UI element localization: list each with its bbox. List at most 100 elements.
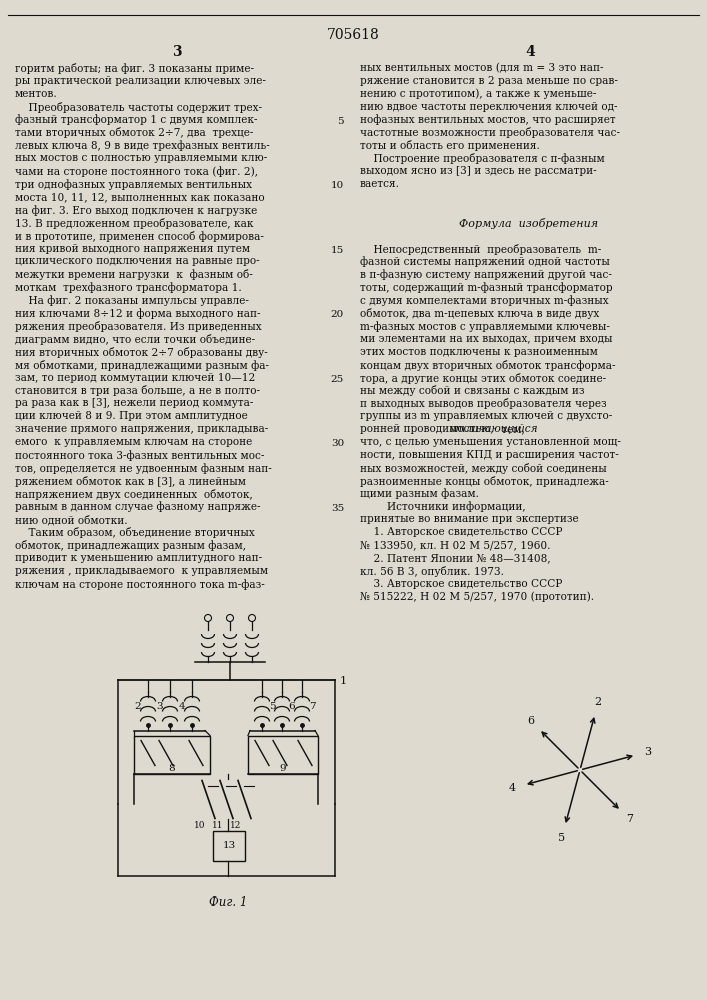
Text: Преобразователь частоты содержит трех-: Преобразователь частоты содержит трех- [15, 102, 262, 113]
Text: нию вдвое частоты переключения ключей од-: нию вдвое частоты переключения ключей од… [360, 102, 617, 112]
Text: 6: 6 [527, 716, 534, 726]
Text: 11: 11 [212, 820, 223, 830]
Text: становится в три раза больше, а не в полто-: становится в три раза больше, а не в пол… [15, 385, 260, 396]
Text: диаграмм видно, что если точки объедине-: диаграмм видно, что если точки объедине- [15, 334, 255, 345]
Bar [134, 736, 210, 774]
Text: Формула  изобретения: Формула изобретения [459, 218, 598, 229]
Text: п выходных выводов преобразователя через: п выходных выводов преобразователя через [360, 398, 607, 409]
Text: 30: 30 [331, 439, 344, 448]
Text: 4: 4 [525, 45, 535, 59]
Text: отличающийся: отличающийся [449, 424, 538, 434]
Text: разноименные концы обмоток, принадлежа-: разноименные концы обмоток, принадлежа- [360, 476, 609, 487]
Text: ности, повышения КПД и расширения частот-: ности, повышения КПД и расширения частот… [360, 450, 619, 460]
Text: 3. Авторское свидетельство СССР: 3. Авторское свидетельство СССР [360, 579, 562, 589]
Text: обмоток, два m-цепевых ключа в виде двух: обмоток, два m-цепевых ключа в виде двух [360, 308, 600, 319]
Text: мя обмотками, принадлежащими разным фа-: мя обмотками, принадлежащими разным фа- [15, 360, 269, 371]
Text: ряжением обмоток как в [3], а линейным: ряжением обмоток как в [3], а линейным [15, 476, 246, 487]
Text: ных мостов с полностью управляемыми клю-: ных мостов с полностью управляемыми клю- [15, 153, 267, 163]
Text: кл. 56 В 3, опублик. 1973.: кл. 56 В 3, опублик. 1973. [360, 566, 504, 577]
Text: тем,: тем, [498, 424, 525, 434]
Text: 1. Авторское свидетельство СССР: 1. Авторское свидетельство СССР [360, 527, 563, 537]
Text: Непосредственный  преобразователь  m-: Непосредственный преобразователь m- [360, 244, 601, 255]
Text: Фиг. 1: Фиг. 1 [209, 896, 247, 908]
Text: 1: 1 [340, 676, 347, 686]
Text: 5: 5 [269, 702, 275, 711]
Text: 13: 13 [223, 841, 235, 850]
Text: 2: 2 [135, 702, 141, 711]
Text: ны между собой и связаны с каждым из: ны между собой и связаны с каждым из [360, 385, 585, 396]
Text: ряжения , прикладываемого  к управляемым: ряжения , прикладываемого к управляемым [15, 566, 268, 576]
Text: емого  к управляемым ключам на стороне: емого к управляемым ключам на стороне [15, 437, 252, 447]
Text: вается.: вается. [360, 179, 400, 189]
Text: ряжение становится в 2 раза меньше по срав-: ряжение становится в 2 раза меньше по ср… [360, 76, 618, 86]
Text: циклического подключения на равные про-: циклического подключения на равные про- [15, 256, 259, 266]
Text: нению с прототипом), а также к уменьше-: нению с прототипом), а также к уменьше- [360, 89, 597, 99]
Text: фазной системы напряжений одной частоты: фазной системы напряжений одной частоты [360, 256, 610, 267]
Text: ра раза как в [3], нежели период коммута-: ра раза как в [3], нежели период коммута… [15, 398, 253, 408]
Text: ния вторичных обмоток 2÷7 образованы дву-: ния вторичных обмоток 2÷7 образованы дву… [15, 347, 268, 358]
Text: ции ключей 8 и 9. При этом амплитудное: ции ключей 8 и 9. При этом амплитудное [15, 411, 247, 421]
Text: моткам  трехфазного трансформатора 1.: моткам трехфазного трансформатора 1. [15, 282, 242, 293]
Text: 2. Патент Японии № 48—31408,: 2. Патент Японии № 48—31408, [360, 553, 551, 563]
Text: этих мостов подключены к разноименным: этих мостов подключены к разноименным [360, 347, 598, 357]
Text: выходом ясно из [3] и здесь не рассматри-: выходом ясно из [3] и здесь не рассматри… [360, 166, 597, 176]
Text: межутки времени нагрузки  к  фазным об-: межутки времени нагрузки к фазным об- [15, 269, 252, 280]
Text: 5: 5 [559, 833, 566, 843]
Text: три однофазных управляемых вентильных: три однофазных управляемых вентильных [15, 179, 252, 190]
Text: 10: 10 [194, 820, 206, 830]
Text: 35: 35 [331, 504, 344, 513]
Text: 25: 25 [331, 375, 344, 384]
Text: в п-фазную систему напряжений другой час-: в п-фазную систему напряжений другой час… [360, 269, 612, 280]
Text: 705618: 705618 [327, 28, 380, 42]
Text: 8: 8 [169, 764, 175, 773]
Text: Построение преобразователя с п-фазным: Построение преобразователя с п-фазным [360, 153, 604, 164]
Circle shape [204, 614, 211, 621]
Text: на фиг. 3. Его выход подключен к нагрузке: на фиг. 3. Его выход подключен к нагрузк… [15, 205, 257, 216]
Text: ронней проводимостью,: ронней проводимостью, [360, 424, 497, 434]
Text: m-фазных мостов с управляемыми ключевы-: m-фазных мостов с управляемыми ключевы- [360, 321, 610, 332]
Text: ряжения преобразователя. Из приведенных: ряжения преобразователя. Из приведенных [15, 321, 262, 332]
Bar [248, 736, 318, 774]
Text: группы из m управляемых ключей с двухсто-: группы из m управляемых ключей с двухсто… [360, 411, 612, 421]
Text: моста 10, 11, 12, выполненных как показано: моста 10, 11, 12, выполненных как показа… [15, 192, 264, 202]
Text: значение прямого напряжения, прикладыва-: значение прямого напряжения, прикладыва- [15, 424, 268, 434]
Text: 7: 7 [626, 814, 633, 824]
Text: ных вентильных мостов (для m = 3 это нап-: ных вентильных мостов (для m = 3 это нап… [360, 63, 604, 73]
Text: тов, определяется не удвоенным фазным нап-: тов, определяется не удвоенным фазным на… [15, 463, 271, 474]
Text: тоты и область его применения.: тоты и область его применения. [360, 140, 540, 151]
Text: ния кривой выходного напряжения путем: ния кривой выходного напряжения путем [15, 244, 250, 254]
Text: тами вторичных обмоток 2÷7, два  трехце-: тами вторичных обмоток 2÷7, два трехце- [15, 127, 253, 138]
Text: 4: 4 [509, 783, 516, 793]
Text: 13. В предложенном преобразователе, как: 13. В предложенном преобразователе, как [15, 218, 254, 229]
Text: ключам на стороне постоянного тока m-фаз-: ключам на стороне постоянного тока m-фаз… [15, 579, 264, 590]
Text: частотные возможности преобразователя час-: частотные возможности преобразователя ча… [360, 127, 620, 138]
Text: ния ключами 8÷12 и форма выходного нап-: ния ключами 8÷12 и форма выходного нап- [15, 308, 260, 319]
Text: принятые во внимание при экспертизе: принятые во внимание при экспертизе [360, 514, 578, 524]
Text: 20: 20 [331, 310, 344, 319]
Circle shape [226, 614, 233, 621]
Text: концам двух вторичных обмоток трансформа-: концам двух вторичных обмоток трансформа… [360, 360, 616, 371]
Text: что, с целью уменьшения установленной мощ-: что, с целью уменьшения установленной мо… [360, 437, 621, 447]
Text: 5: 5 [337, 117, 344, 126]
Text: обмоток, принадлежащих разным фазам,: обмоток, принадлежащих разным фазам, [15, 540, 246, 551]
Text: фазный трансформатор 1 с двумя комплек-: фазный трансформатор 1 с двумя комплек- [15, 115, 257, 125]
Text: с двумя компелектами вторичных m-фазных: с двумя компелектами вторичных m-фазных [360, 295, 609, 306]
Text: 3: 3 [157, 702, 163, 711]
Text: На фиг. 2 показаны импульсы управле-: На фиг. 2 показаны импульсы управле- [15, 295, 249, 306]
Text: и в прототипе, применен способ формирова-: и в прототипе, применен способ формирова… [15, 231, 264, 242]
Text: постоянного тока 3-фазных вентильных мос-: постоянного тока 3-фазных вентильных мос… [15, 450, 264, 461]
Text: 12: 12 [230, 820, 242, 830]
Text: щими разным фазам.: щими разным фазам. [360, 489, 479, 499]
Text: приводит к уменьшению амплитудного нап-: приводит к уменьшению амплитудного нап- [15, 553, 262, 563]
Text: 4: 4 [179, 702, 185, 711]
Text: № 515222, Н 02 М 5/257, 1970 (прототип).: № 515222, Н 02 М 5/257, 1970 (прототип). [360, 592, 594, 602]
Text: нию одной обмотки.: нию одной обмотки. [15, 514, 128, 525]
Text: 15: 15 [331, 246, 344, 255]
Text: 3: 3 [644, 747, 651, 757]
Text: ментов.: ментов. [15, 89, 58, 99]
Text: ных возможностей, между собой соединены: ных возможностей, между собой соединены [360, 463, 607, 474]
Text: 2: 2 [595, 697, 602, 707]
Text: левых ключа 8, 9 в виде трехфазных вентиль-: левых ключа 8, 9 в виде трехфазных венти… [15, 140, 270, 151]
Text: Источники информации,: Источники информации, [360, 502, 525, 512]
Text: равным в данном случае фазному напряже-: равным в данном случае фазному напряже- [15, 502, 260, 512]
